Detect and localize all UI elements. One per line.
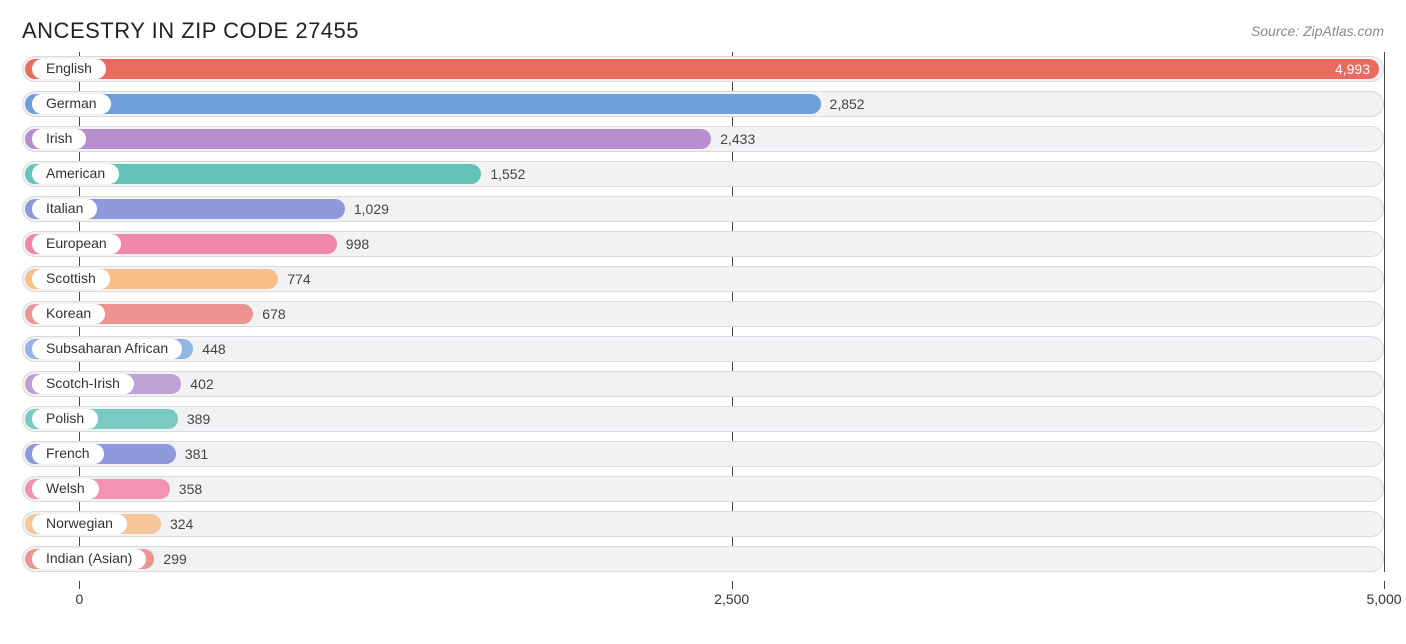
axis-tick bbox=[1384, 581, 1385, 589]
category-pill: Indian (Asian) bbox=[32, 549, 146, 569]
axis-tick bbox=[79, 581, 80, 589]
bar-value: 678 bbox=[262, 306, 285, 322]
category-pill: Italian bbox=[32, 199, 97, 219]
bar-row: German 2,852 bbox=[22, 91, 1384, 117]
bar-row: Norwegian 324 bbox=[22, 511, 1384, 537]
bar-row: European 998 bbox=[22, 231, 1384, 257]
bar-row: Scottish 774 bbox=[22, 266, 1384, 292]
bar-track bbox=[22, 511, 1384, 537]
bar-fill bbox=[25, 94, 821, 114]
bar-value: 2,433 bbox=[720, 131, 755, 147]
bar-value: 4,993 bbox=[1335, 61, 1370, 77]
bar-value: 299 bbox=[163, 551, 186, 567]
category-pill: Norwegian bbox=[32, 514, 127, 534]
bar-value: 402 bbox=[190, 376, 213, 392]
bar-value: 389 bbox=[187, 411, 210, 427]
category-pill: English bbox=[32, 59, 106, 79]
category-pill: German bbox=[32, 94, 111, 114]
bar-value: 381 bbox=[185, 446, 208, 462]
bar-fill bbox=[25, 59, 1379, 79]
axis-tick-label: 5,000 bbox=[1366, 591, 1401, 607]
x-axis: 02,5005,000 bbox=[22, 581, 1384, 619]
bar-row: English 4,993 bbox=[22, 56, 1384, 82]
bar-track bbox=[22, 406, 1384, 432]
bar-row: Subsaharan African 448 bbox=[22, 336, 1384, 362]
chart-title: ANCESTRY IN ZIP CODE 27455 bbox=[22, 18, 359, 44]
bar-rows: English 4,993 German 2,852 Irish 2,433 America… bbox=[22, 56, 1384, 572]
bar-chart: English 4,993 German 2,852 Irish 2,433 America… bbox=[0, 52, 1406, 572]
bar-value: 1,552 bbox=[490, 166, 525, 182]
grid-line bbox=[1384, 52, 1385, 572]
bar-value: 358 bbox=[179, 481, 202, 497]
category-pill: American bbox=[32, 164, 119, 184]
bar-value: 774 bbox=[287, 271, 310, 287]
bar-row: French 381 bbox=[22, 441, 1384, 467]
bar-track bbox=[22, 441, 1384, 467]
category-pill: Polish bbox=[32, 409, 98, 429]
bar-value: 2,852 bbox=[830, 96, 865, 112]
bar-track bbox=[22, 476, 1384, 502]
bar-track bbox=[22, 336, 1384, 362]
category-pill: Irish bbox=[32, 129, 86, 149]
category-pill: French bbox=[32, 444, 104, 464]
bar-row: Indian (Asian) 299 bbox=[22, 546, 1384, 572]
source-prefix: Source: bbox=[1251, 23, 1303, 39]
source-attribution: Source: ZipAtlas.com bbox=[1251, 23, 1384, 39]
category-pill: Korean bbox=[32, 304, 105, 324]
source-name: ZipAtlas.com bbox=[1303, 23, 1384, 39]
bar-value: 1,029 bbox=[354, 201, 389, 217]
bar-row: Scotch-Irish 402 bbox=[22, 371, 1384, 397]
axis-tick bbox=[732, 581, 733, 589]
chart-header: ANCESTRY IN ZIP CODE 27455 Source: ZipAt… bbox=[0, 0, 1406, 52]
bar-row: Welsh 358 bbox=[22, 476, 1384, 502]
bar-value: 324 bbox=[170, 516, 193, 532]
bar-track bbox=[22, 546, 1384, 572]
bar-value: 448 bbox=[202, 341, 225, 357]
bar-track bbox=[22, 371, 1384, 397]
bar-value: 998 bbox=[346, 236, 369, 252]
category-pill: Subsaharan African bbox=[32, 339, 182, 359]
category-pill: Welsh bbox=[32, 479, 99, 499]
category-pill: Scottish bbox=[32, 269, 110, 289]
bar-row: American 1,552 bbox=[22, 161, 1384, 187]
bar-row: Italian 1,029 bbox=[22, 196, 1384, 222]
bar-row: Polish 389 bbox=[22, 406, 1384, 432]
category-pill: Scotch-Irish bbox=[32, 374, 134, 394]
bar-fill bbox=[25, 129, 711, 149]
category-pill: European bbox=[32, 234, 121, 254]
axis-tick-label: 2,500 bbox=[714, 591, 749, 607]
bar-row: Irish 2,433 bbox=[22, 126, 1384, 152]
axis-tick-label: 0 bbox=[75, 591, 83, 607]
bar-row: Korean 678 bbox=[22, 301, 1384, 327]
